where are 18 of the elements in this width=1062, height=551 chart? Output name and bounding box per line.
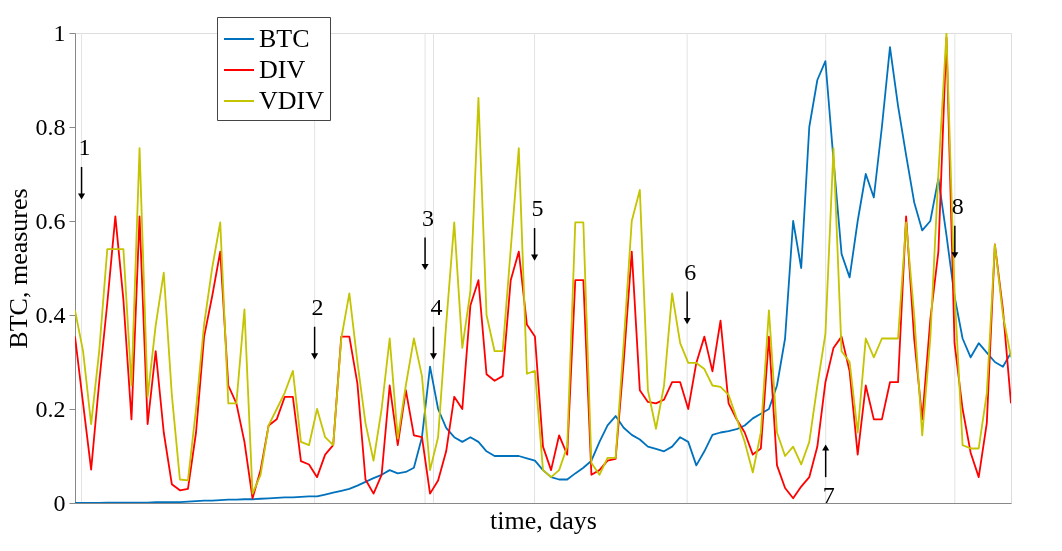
- y-tick-label: 0.4: [35, 301, 66, 328]
- annotation: 3: [422, 204, 435, 231]
- legend-label: DIV: [259, 55, 306, 84]
- x-axis-title: time, days: [490, 505, 597, 535]
- legend-label: VDIV: [259, 86, 325, 115]
- y-tick-label: 0: [53, 489, 66, 516]
- annotation: 4: [430, 293, 443, 320]
- annotation: 1: [78, 134, 91, 161]
- legend-label: BTC: [259, 24, 310, 53]
- annotation: 2: [311, 293, 324, 320]
- annotation: 6: [684, 258, 697, 285]
- y-tick-label: 0.6: [35, 207, 66, 234]
- y-tick-label: 0.2: [35, 395, 66, 422]
- annotation: 5: [531, 195, 544, 222]
- y-tick-label: 0.8: [35, 113, 66, 140]
- annotation: 7: [822, 481, 835, 508]
- y-tick-label: 1: [53, 19, 66, 46]
- y-axis-title: BTC, measures: [3, 188, 33, 349]
